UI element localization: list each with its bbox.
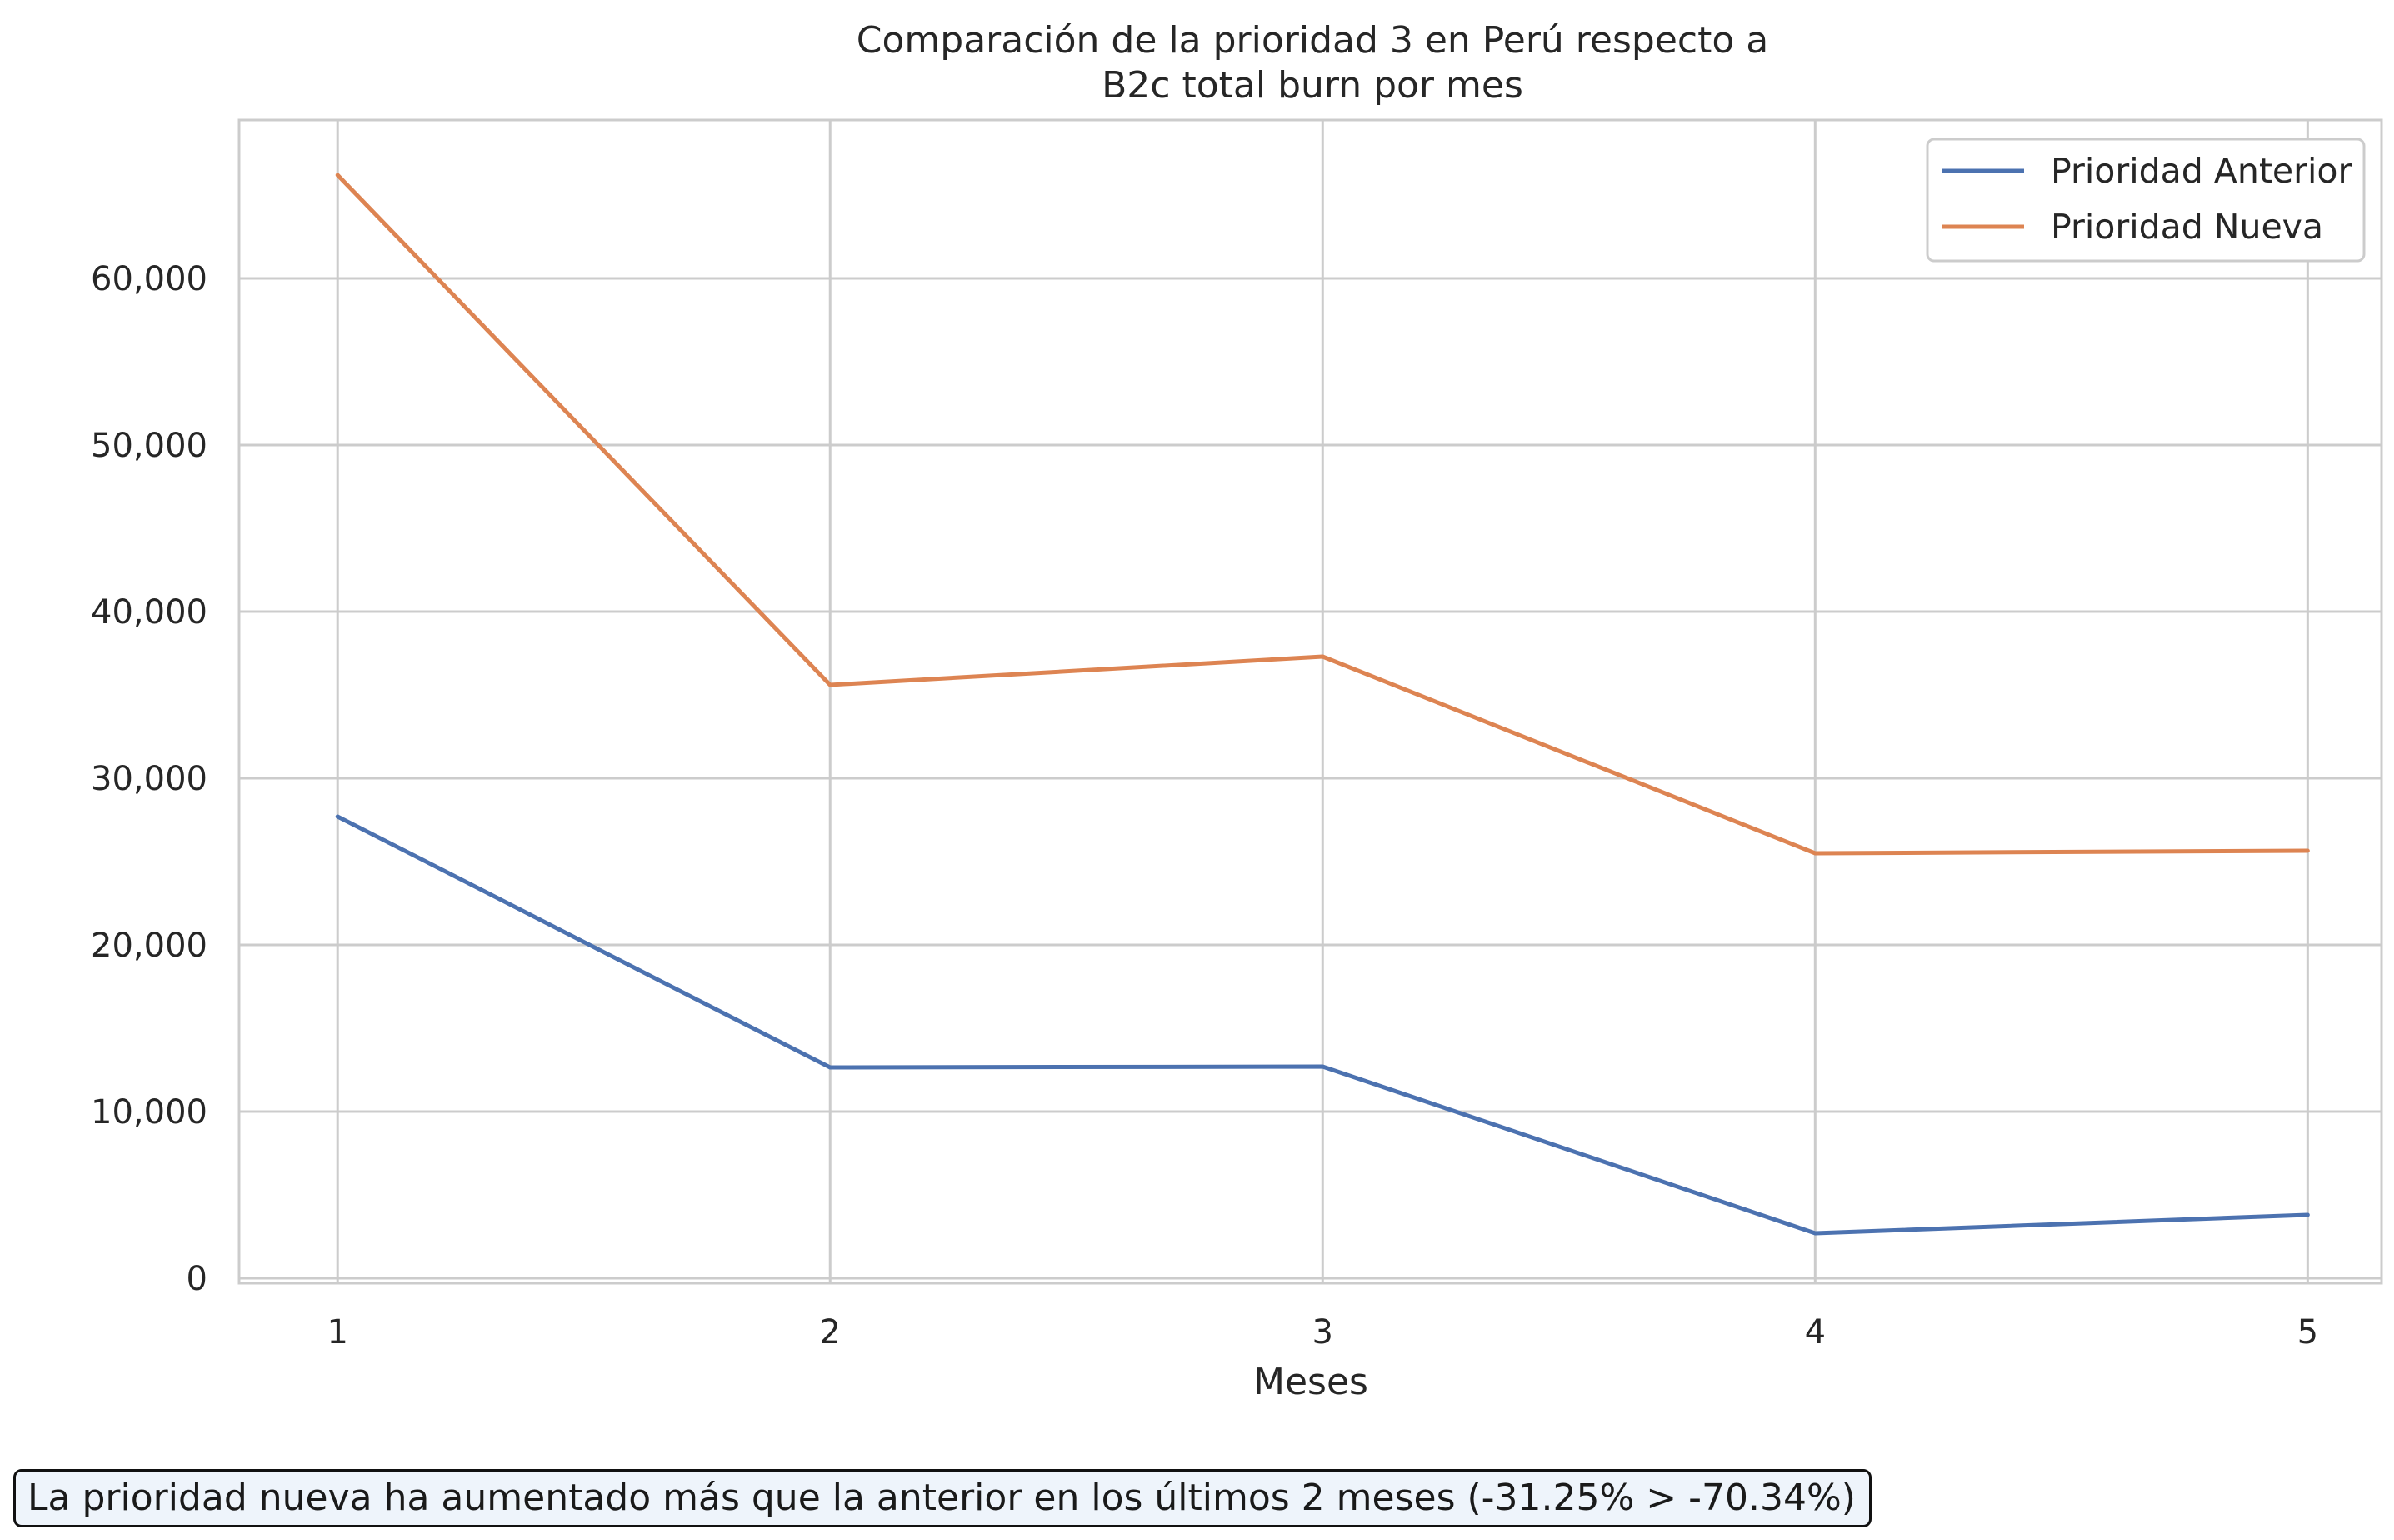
y-tick-label: 30,000 xyxy=(91,760,207,798)
chart-title-line2: B2c total burn por mes xyxy=(1102,64,1523,107)
annotation-box: La prioridad nueva ha aumentado más que … xyxy=(13,1469,1872,1528)
legend-box xyxy=(1926,138,2366,262)
x-tick-label: 4 xyxy=(1805,1313,1826,1352)
chart-title-line1: Comparación de la prioridad 3 en Perú re… xyxy=(857,19,1768,62)
y-tick-label: 60,000 xyxy=(91,260,207,298)
legend: Prioridad Anterior Prioridad Nueva xyxy=(1926,138,2366,262)
x-tick-label: 5 xyxy=(2297,1313,2318,1352)
x-axis-label: Meses xyxy=(1253,1361,1368,1403)
x-tick-label: 1 xyxy=(327,1313,347,1352)
x-tick-label: 2 xyxy=(820,1313,841,1352)
x-tick-label: 3 xyxy=(1312,1313,1333,1352)
y-tick-label: 20,000 xyxy=(91,927,207,965)
y-tick-label: 10,000 xyxy=(91,1093,207,1132)
y-tick-label: 50,000 xyxy=(91,427,207,465)
series-line-prioridad-nueva xyxy=(335,172,2310,856)
plot-area-frame xyxy=(237,118,2383,1285)
annotation-text: La prioridad nueva ha aumentado más que … xyxy=(27,1477,1856,1519)
legend-label-nueva: Prioridad Nueva xyxy=(2051,207,2323,247)
series-lines xyxy=(335,172,2310,1236)
axis-ticks: 1 2 3 4 5 0 10,000 20,000 30,000 40,000 50,000 60,0… xyxy=(91,260,2318,1352)
grid-lines xyxy=(239,120,2382,1283)
y-tick-label: 40,000 xyxy=(91,593,207,632)
legend-label-anterior: Prioridad Anterior xyxy=(2051,151,2352,191)
series-line-prioridad-anterior xyxy=(335,814,2310,1236)
y-tick-label: 0 xyxy=(187,1260,207,1298)
